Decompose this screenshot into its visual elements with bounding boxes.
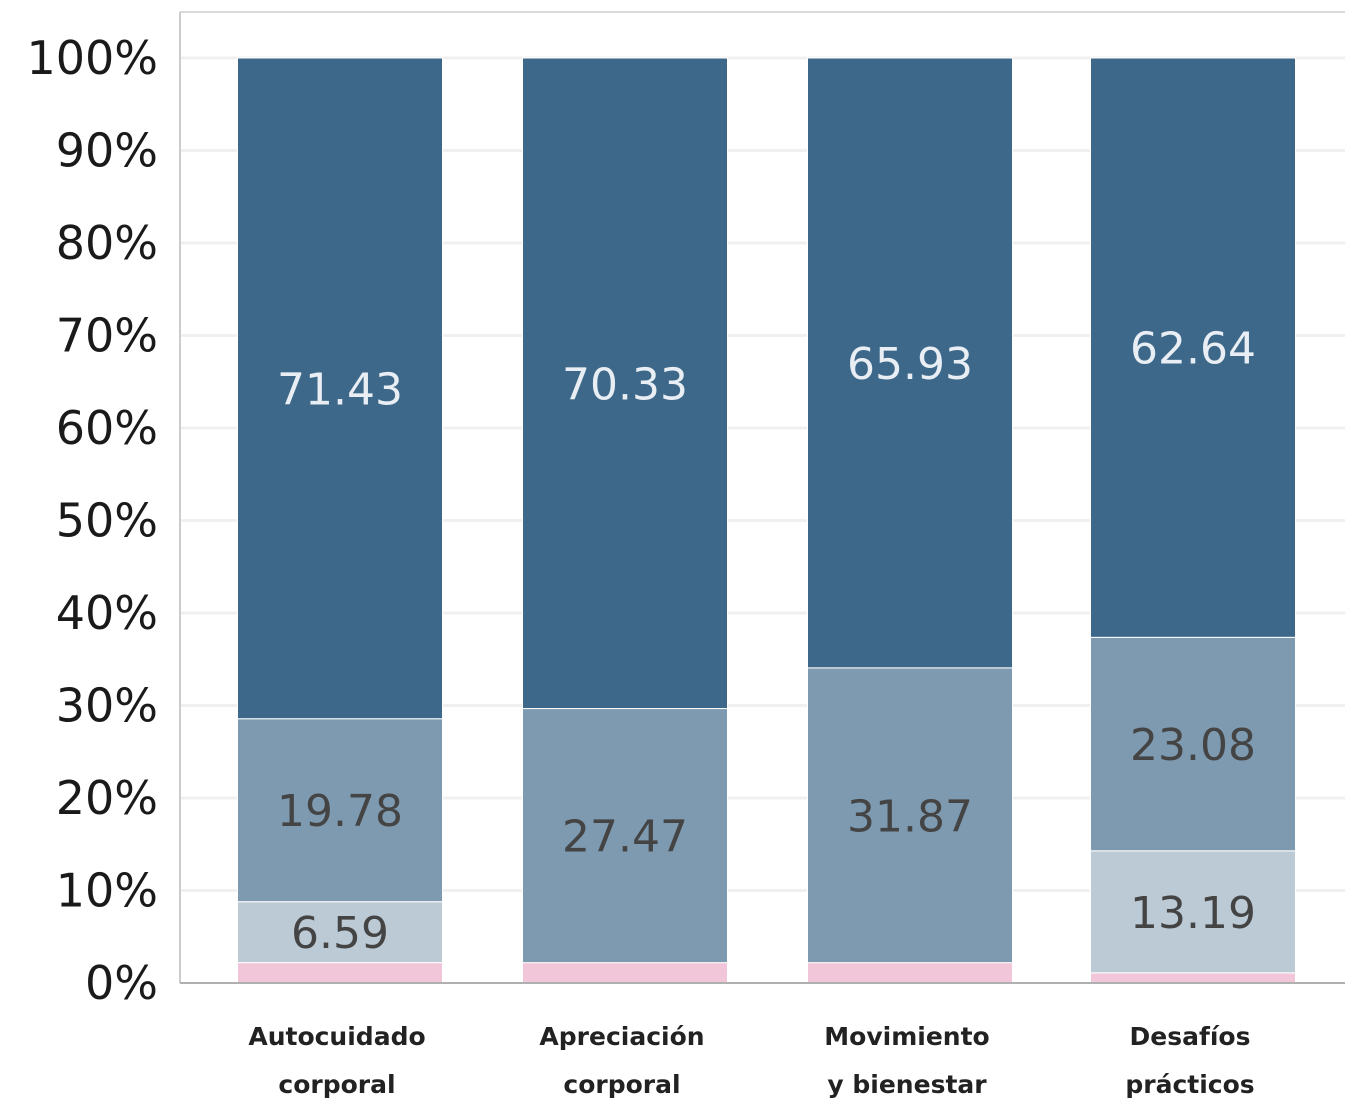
x-tick-label: Movimiento xyxy=(824,1022,989,1051)
data-label: 23.08 xyxy=(1130,720,1256,771)
bars-layer xyxy=(237,57,1296,984)
data-label: 70.33 xyxy=(562,359,688,410)
data-label: 71.43 xyxy=(277,364,403,415)
x-tick-label: Desafíos xyxy=(1130,1022,1251,1051)
bar-segment xyxy=(237,962,443,984)
y-tick-label: 70% xyxy=(56,309,158,363)
bar-segment xyxy=(1090,57,1296,638)
bar-segment xyxy=(237,901,443,964)
bar-segment xyxy=(522,962,728,984)
y-tick-label: 10% xyxy=(56,864,158,918)
bar-segment xyxy=(522,708,728,964)
y-tick-label: 40% xyxy=(56,586,158,640)
data-label: 65.93 xyxy=(847,339,973,390)
bar-segment xyxy=(1090,636,1296,852)
data-label: 6.59 xyxy=(291,908,389,959)
y-tick-label: 30% xyxy=(56,679,158,733)
bar-segment xyxy=(807,962,1013,984)
y-tick-label: 50% xyxy=(56,494,158,548)
data-labels-layer: 6.59 19.78 71.43 27.47 70.33 31.87 65.93 13.19 2… xyxy=(277,324,1256,960)
axis-layer: 0% 10% 20% 30% 40% 50% 60% 70% 80% 90% 100% Autocui… xyxy=(26,11,1345,1099)
y-tick-label: 90% xyxy=(56,124,158,178)
x-tick-label: corporal xyxy=(563,1070,680,1099)
data-label: 27.47 xyxy=(562,812,688,863)
bar-segment xyxy=(237,57,443,720)
data-label: 13.19 xyxy=(1130,888,1256,939)
y-tick-label: 0% xyxy=(85,956,158,1010)
x-tick-label: Apreciación xyxy=(539,1022,704,1051)
data-label: 31.87 xyxy=(847,791,973,842)
data-label: 62.64 xyxy=(1130,324,1256,375)
x-tick-label: Autocuidado xyxy=(248,1022,425,1051)
y-tick-label: 80% xyxy=(56,216,158,270)
y-tick-label: 20% xyxy=(56,771,158,825)
bar-segment xyxy=(807,667,1013,964)
y-tick-label: 60% xyxy=(56,401,158,455)
bar-segment xyxy=(237,718,443,903)
x-tick-label: corporal xyxy=(278,1070,395,1099)
bar-segment xyxy=(807,57,1013,669)
bar-segment xyxy=(1090,972,1296,984)
bar-segment xyxy=(1090,850,1296,974)
x-tick-label: y bienestar xyxy=(827,1070,987,1099)
x-tick-label: prácticos xyxy=(1125,1070,1254,1099)
data-label: 19.78 xyxy=(277,786,403,837)
bar-segment xyxy=(522,57,728,710)
y-tick-label: 100% xyxy=(26,31,158,85)
